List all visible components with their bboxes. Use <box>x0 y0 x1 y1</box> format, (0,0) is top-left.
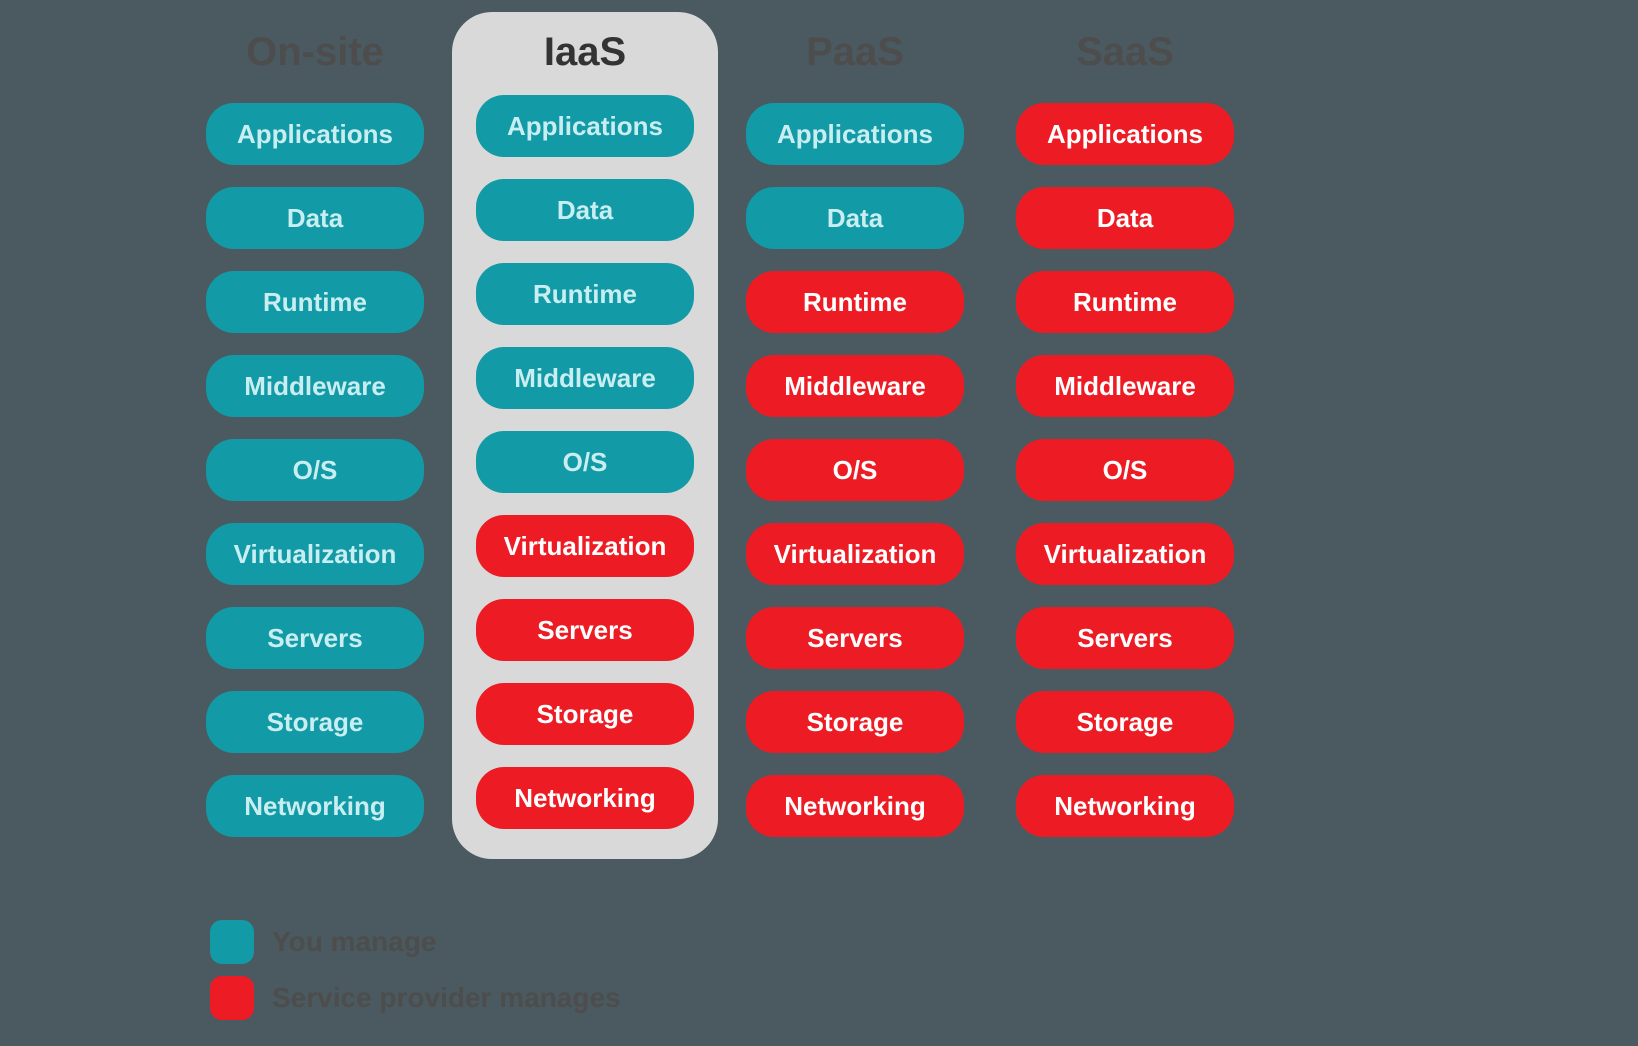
layer-pill-label: Data <box>287 203 343 234</box>
layer-pill-label: Servers <box>267 623 362 654</box>
layer-pill: Data <box>746 187 964 249</box>
column-iaas: IaaS Applications Data Runtime Middleware O/S… <box>470 30 700 859</box>
layer-pill: Virtualization <box>476 515 694 577</box>
layer-pill-label: Storage <box>807 707 904 738</box>
legend-label-provider: Service provider manages <box>272 982 621 1014</box>
layer-pill: Data <box>206 187 424 249</box>
layer-pill-label: Applications <box>777 119 933 150</box>
layer-pill: Applications <box>746 103 964 165</box>
layer-pill-label: Applications <box>1047 119 1203 150</box>
layer-pill: O/S <box>1016 439 1234 501</box>
layer-pill: Middleware <box>476 347 694 409</box>
layer-pill-label: O/S <box>1103 455 1148 486</box>
pill-stack: Applications Data Runtime Middleware O/S Virt… <box>200 103 430 837</box>
column-title: IaaS <box>544 30 626 75</box>
layer-pill-label: Middleware <box>244 371 386 402</box>
layer-pill-label: Networking <box>244 791 386 822</box>
layer-pill: Storage <box>746 691 964 753</box>
column-paas: PaaS Applications Data Runtime Middleware O/S… <box>740 30 970 837</box>
layer-pill-label: Data <box>1097 203 1153 234</box>
layer-pill-label: Networking <box>784 791 926 822</box>
layer-pill-label: Storage <box>267 707 364 738</box>
legend-row-provider: Service provider manages <box>210 976 621 1020</box>
layer-pill: O/S <box>476 431 694 493</box>
layer-pill: Middleware <box>746 355 964 417</box>
column-title: On-site <box>246 30 384 75</box>
layer-pill: Runtime <box>1016 271 1234 333</box>
layer-pill: Runtime <box>476 263 694 325</box>
layer-pill: Runtime <box>206 271 424 333</box>
layer-pill: Networking <box>206 775 424 837</box>
legend: You manage Service provider manages <box>210 920 621 1020</box>
layer-pill: Middleware <box>1016 355 1234 417</box>
layer-pill: Networking <box>476 767 694 829</box>
layer-pill-label: Runtime <box>803 287 907 318</box>
layer-pill-label: Virtualization <box>504 531 667 562</box>
layer-pill-label: Middleware <box>1054 371 1196 402</box>
layer-pill: Data <box>1016 187 1234 249</box>
pill-stack: Applications Data Runtime Middleware O/S Virt… <box>740 103 970 837</box>
column-saas: SaaS Applications Data Runtime Middleware O/S… <box>1010 30 1240 837</box>
layer-pill: O/S <box>206 439 424 501</box>
layer-pill: Data <box>476 179 694 241</box>
layer-pill-label: Networking <box>1054 791 1196 822</box>
layer-pill: Virtualization <box>1016 523 1234 585</box>
layer-pill: Storage <box>206 691 424 753</box>
layer-pill-label: Middleware <box>514 363 656 394</box>
layer-pill-label: Virtualization <box>774 539 937 570</box>
layer-pill-label: Runtime <box>263 287 367 318</box>
layer-pill: Networking <box>1016 775 1234 837</box>
layer-pill-label: Applications <box>507 111 663 142</box>
cloud-service-models-diagram: On-site Applications Data Runtime Middleware… <box>200 30 1240 859</box>
layer-pill-label: O/S <box>833 455 878 486</box>
layer-pill: Servers <box>476 599 694 661</box>
layer-pill-label: Data <box>557 195 613 226</box>
layer-pill: Virtualization <box>746 523 964 585</box>
legend-row-you: You manage <box>210 920 621 964</box>
layer-pill-label: Data <box>827 203 883 234</box>
layer-pill-label: Storage <box>537 699 634 730</box>
layer-pill: Middleware <box>206 355 424 417</box>
layer-pill: O/S <box>746 439 964 501</box>
layer-pill: Servers <box>1016 607 1234 669</box>
layer-pill-label: Applications <box>237 119 393 150</box>
layer-pill-label: Servers <box>537 615 632 646</box>
layer-pill-label: O/S <box>563 447 608 478</box>
layer-pill-label: Storage <box>1077 707 1174 738</box>
layer-pill-label: Runtime <box>1073 287 1177 318</box>
layer-pill-label: Virtualization <box>234 539 397 570</box>
layer-pill: Networking <box>746 775 964 837</box>
layer-pill: Virtualization <box>206 523 424 585</box>
layer-pill-label: Runtime <box>533 279 637 310</box>
layer-pill: Runtime <box>746 271 964 333</box>
layer-pill: Applications <box>1016 103 1234 165</box>
legend-swatch-you <box>210 920 254 964</box>
layer-pill: Storage <box>1016 691 1234 753</box>
column-title: PaaS <box>806 30 904 75</box>
layer-pill: Applications <box>476 95 694 157</box>
pill-stack: Applications Data Runtime Middleware O/S Virt… <box>1010 103 1240 837</box>
layer-pill: Servers <box>206 607 424 669</box>
layer-pill-label: Servers <box>807 623 902 654</box>
column-on-site: On-site Applications Data Runtime Middleware… <box>200 30 430 837</box>
highlight-panel: IaaS Applications Data Runtime Middleware O/S… <box>452 12 718 859</box>
layer-pill-label: Middleware <box>784 371 926 402</box>
layer-pill-label: Virtualization <box>1044 539 1207 570</box>
pill-stack: Applications Data Runtime Middleware O/S Virt… <box>474 95 696 829</box>
legend-swatch-provider <box>210 976 254 1020</box>
layer-pill-label: Servers <box>1077 623 1172 654</box>
column-title: SaaS <box>1076 30 1174 75</box>
legend-label-you: You manage <box>272 926 436 958</box>
layer-pill-label: Networking <box>514 783 656 814</box>
layer-pill: Storage <box>476 683 694 745</box>
layer-pill: Servers <box>746 607 964 669</box>
layer-pill: Applications <box>206 103 424 165</box>
layer-pill-label: O/S <box>293 455 338 486</box>
